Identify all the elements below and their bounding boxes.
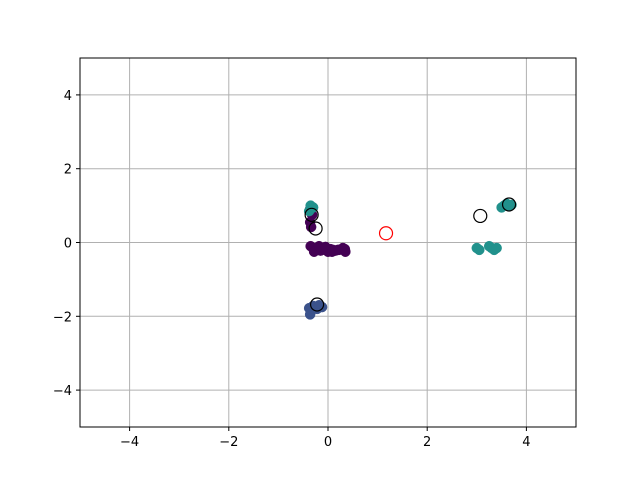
y-tick-label: 0 bbox=[64, 237, 72, 252]
data-point-open bbox=[473, 208, 488, 224]
data-point-open bbox=[308, 221, 323, 236]
axes-frame bbox=[79, 57, 577, 428]
grid-layer bbox=[80, 58, 576, 427]
data-point-open bbox=[378, 226, 394, 241]
data-point bbox=[339, 243, 351, 255]
x-tick-label: 2 bbox=[423, 435, 431, 450]
points-layer bbox=[303, 197, 517, 320]
data-point-open bbox=[501, 197, 517, 212]
y-tick-label: −4 bbox=[53, 384, 72, 399]
data-point bbox=[491, 242, 502, 254]
x-tick-label: 4 bbox=[522, 435, 530, 450]
data-point bbox=[506, 199, 517, 211]
x-tick-label: −2 bbox=[219, 435, 238, 450]
y-tick-label: 4 bbox=[64, 89, 72, 104]
y-tick-label: 2 bbox=[64, 163, 72, 178]
x-tick-label: −4 bbox=[120, 435, 139, 450]
tick-layer: −4 −2 0 2 4 −4 −2 0 2 4 bbox=[53, 89, 531, 450]
x-tick-label: 0 bbox=[324, 435, 332, 450]
data-point-open bbox=[309, 297, 325, 312]
data-point bbox=[474, 244, 485, 256]
y-tick-label: −2 bbox=[53, 310, 72, 325]
data-point-open bbox=[304, 207, 319, 222]
